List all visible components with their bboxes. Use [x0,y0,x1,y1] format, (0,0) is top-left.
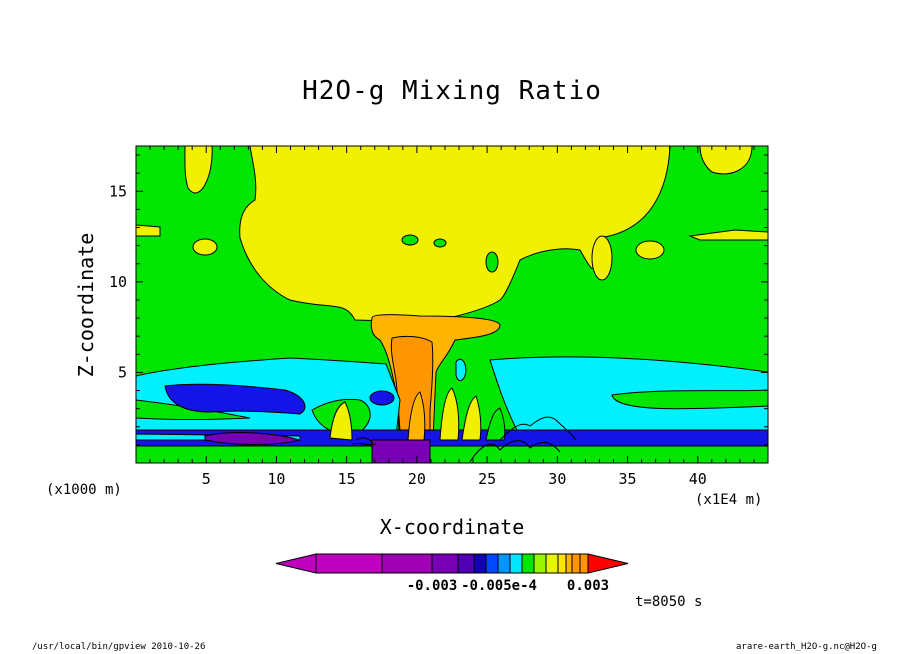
footer-left: /usr/local/bin/gpview 2010-10-26 [32,642,206,652]
x-axis-ticks [149,146,755,463]
colorbar-bin [545,553,559,574]
humid-blob-5 [401,234,419,246]
colorbar-bin [579,553,589,574]
driest-pocket [204,432,301,445]
time-annotation: t=8050 s [635,594,703,610]
colorbar-bin [381,553,433,574]
chart-title: H2O-g Mixing Ratio [302,76,602,106]
humid-patch-left [184,146,213,194]
colorbar-bin [521,553,535,574]
colorbar-low-triangle [275,553,317,574]
colorbar-bin [485,553,499,574]
colorbar-bin [473,553,487,574]
colorbar-labels: -0.003 -0.005e-4 0.003 [407,578,609,594]
colorbar [275,553,629,574]
x-tick-label: 30 [548,470,566,488]
x-axis-units: (x1000 m) [46,482,122,498]
y-tick-label: 5 [118,363,127,381]
colorbar-bin [565,553,573,574]
y-axis-ticks [136,154,768,446]
colorbar-label: -0.003 [407,578,458,594]
humid-blob-3 [591,235,613,281]
convective-columns [329,358,577,463]
y-axis-tick-labels: 5 10 15 [109,182,127,381]
colorbar-bin [571,553,581,574]
y-axis-units: (x1E4 m) [695,492,763,508]
x-tick-label: 40 [689,470,707,488]
y-tick-label: 10 [109,273,127,291]
humid-patch-right [699,146,753,175]
y-axis-label: Z-coordinate [74,232,98,378]
x-axis-tick-labels: 5 10 15 20 25 30 35 40 [202,470,707,488]
footer-right: arare-earth_H2O-g.nc@H2O-g [736,642,877,652]
humid-blob-6 [433,238,447,248]
x-tick-label: 10 [267,470,285,488]
colorbar-label: -0.005e-4 [461,578,537,594]
humid-blob-1 [192,238,218,256]
y-tick-label: 15 [109,182,127,200]
x-tick-label: 15 [338,470,356,488]
lowest-green-layer [136,445,768,463]
colorbar-bin [497,553,511,574]
drier-blob [369,390,395,406]
humid-strip-right [688,229,768,241]
driest-pocket-2 [371,439,431,463]
humid-blob-2 [635,240,665,260]
contour-field [136,146,768,463]
colorbar-bin [557,553,567,574]
colorbar-bin [457,553,475,574]
colorbar-bin [431,553,459,574]
x-tick-label: 5 [202,470,211,488]
x-axis-label: X-coordinate [379,515,525,539]
colorbar-bin [533,553,547,574]
humid-blob-4 [485,251,499,273]
x-tick-label: 35 [619,470,637,488]
drier-tongue [164,383,306,415]
humid-strip-left [136,224,161,237]
colorbar-bin [315,553,383,574]
colorbar-label: 0.003 [567,578,609,594]
x-tick-label: 25 [478,470,496,488]
x-tick-label: 20 [408,470,426,488]
colorbar-high-triangle [587,553,629,574]
colorbar-bin [509,553,523,574]
plot-frame [135,145,769,464]
